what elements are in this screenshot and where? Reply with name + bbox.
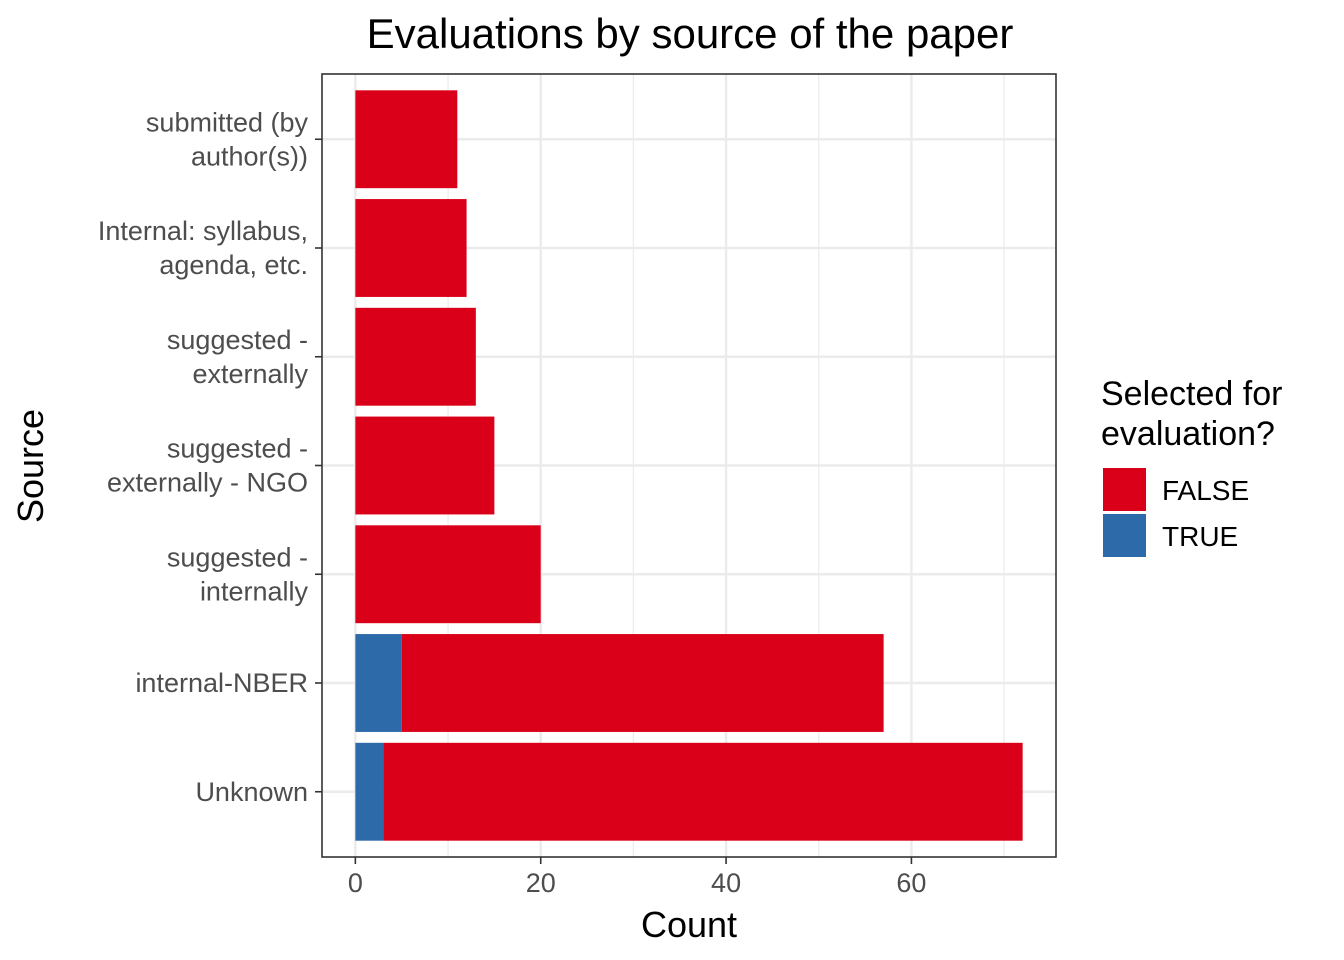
bar-false-1	[401, 634, 884, 732]
y-tick-label: suggested -	[167, 325, 308, 355]
legend-label-false: FALSE	[1162, 475, 1249, 506]
bar-false-4	[355, 307, 476, 406]
y-tick-label: internally	[200, 576, 309, 606]
legend-title: evaluation?	[1101, 415, 1275, 453]
legend-key-false	[1103, 468, 1146, 511]
bars	[355, 90, 1023, 841]
y-tick-label: internal-NBER	[135, 668, 308, 698]
legend-label-true: TRUE	[1162, 521, 1238, 552]
legend-title: Selected for	[1101, 375, 1282, 413]
bar-true-1	[355, 634, 402, 732]
x-tick-label: 0	[348, 868, 363, 898]
bar-false-6	[355, 90, 458, 189]
x-axis: 0 20 40 60	[348, 857, 926, 898]
y-axis-title: Source	[10, 409, 51, 523]
x-tick-label: 60	[896, 868, 926, 898]
y-tick-label: externally	[192, 359, 308, 389]
chart-title: Evaluations by source of the paper	[367, 10, 1014, 57]
legend-key-true	[1103, 514, 1146, 557]
bar-false-2	[355, 525, 541, 624]
y-tick-label: submitted (by	[146, 107, 309, 137]
bar-false-0	[383, 742, 1023, 841]
y-tick-label: suggested -	[167, 434, 308, 464]
y-tick-label: author(s))	[191, 141, 308, 171]
y-tick-label: externally - NGO	[107, 468, 308, 498]
x-axis-title: Count	[641, 904, 737, 945]
y-axis: Unknown internal-NBER suggested - internall…	[98, 107, 322, 807]
bar-false-5	[355, 199, 467, 297]
y-tick-label: agenda, etc.	[159, 250, 308, 280]
x-tick-label: 40	[711, 868, 741, 898]
y-tick-label: Unknown	[195, 777, 308, 807]
bar-false-3	[355, 416, 495, 515]
y-tick-label: Internal: syllabus,	[98, 216, 308, 246]
x-tick-label: 20	[526, 868, 556, 898]
y-tick-label: suggested -	[167, 542, 308, 572]
bar-true-0	[355, 742, 384, 841]
